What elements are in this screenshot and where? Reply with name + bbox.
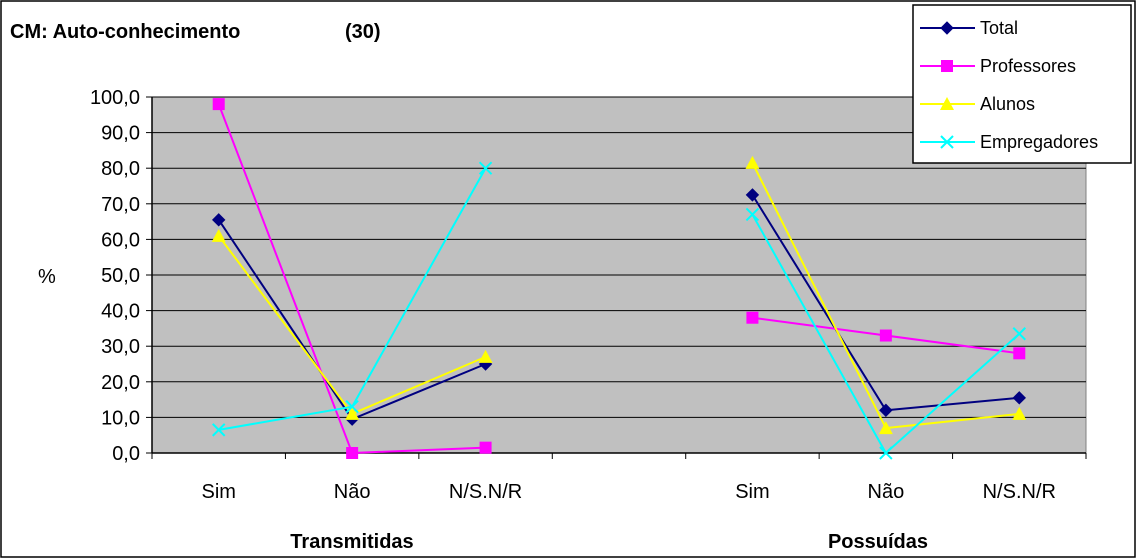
x-tick-label: Não (868, 481, 905, 503)
y-tick-label: 60,0 (101, 229, 140, 251)
legend-label: Total (980, 18, 1018, 38)
chart-title-number: (30) (345, 21, 381, 43)
y-tick-label: 100,0 (90, 87, 140, 109)
data-point (745, 188, 760, 202)
y-tick-label: 80,0 (101, 158, 140, 180)
series-professores (212, 98, 1026, 459)
data-point (345, 406, 360, 420)
data-point (478, 349, 493, 363)
data-point (745, 155, 760, 169)
data-point (879, 329, 892, 342)
legend-marker (941, 60, 953, 72)
x-tick-label: Sim (201, 481, 235, 503)
y-tick-label: 30,0 (101, 336, 140, 358)
x-tick-label: N/S.N/R (983, 481, 1056, 503)
x-tick-label: Não (334, 481, 371, 503)
y-tick-labels: 0,0 10,0 20,0 30,0 40,0 50,0 60,0 70,0 80,0 90,0 1… (90, 87, 140, 465)
legend-item: Alunos (920, 94, 1035, 114)
legend-marker (940, 21, 954, 35)
y-tick-label: 90,0 (101, 123, 140, 145)
legend-item: Total (920, 18, 1018, 38)
legend-item: Empregadores (920, 132, 1098, 152)
data-point (345, 400, 359, 414)
x-tick-label: N/S.N/R (449, 481, 522, 503)
y-tick-label: 40,0 (101, 301, 140, 323)
legend-marker (940, 97, 954, 110)
series (211, 98, 1027, 460)
y-axis-label: % (38, 266, 56, 288)
group-label-transmitidas: Transmitidas (290, 531, 413, 553)
x-tick-labels: Sim Não N/S.N/R Sim Não N/S.N/R (201, 481, 1055, 503)
data-point (745, 207, 760, 222)
data-point (1013, 347, 1026, 360)
data-point (212, 98, 225, 111)
data-point (746, 311, 759, 324)
data-point (1012, 391, 1026, 405)
data-point (879, 446, 893, 460)
series-alunos (211, 155, 1027, 435)
legend-label: Professores (980, 56, 1076, 76)
y-tick-label: 50,0 (101, 265, 140, 287)
legend-label: Empregadores (980, 132, 1098, 152)
legend-label: Alunos (980, 94, 1035, 114)
y-tick-label: 20,0 (101, 372, 140, 394)
data-point (878, 421, 893, 435)
series-empregadores (212, 161, 1026, 460)
data-point (879, 403, 893, 417)
data-point (346, 447, 359, 459)
legend-item: Professores (920, 56, 1076, 76)
data-point (1012, 327, 1026, 341)
data-point (212, 213, 226, 227)
legend-marker (940, 135, 954, 149)
legend: Total Professores Alunos Empregadores (912, 4, 1132, 164)
y-tick-label: 10,0 (101, 407, 140, 429)
data-point (1012, 406, 1027, 420)
y-tick-label: 0,0 (112, 443, 140, 465)
group-label-possuidas: Possuídas (828, 531, 928, 553)
x-tick-label: Sim (735, 481, 769, 503)
y-tick-label: 70,0 (101, 194, 140, 216)
data-point (479, 441, 492, 454)
data-point (211, 228, 226, 242)
data-point (478, 161, 493, 175)
chart-title: CM: Auto-conhecimento (10, 21, 240, 43)
axes (146, 96, 1087, 459)
data-point (212, 423, 226, 437)
